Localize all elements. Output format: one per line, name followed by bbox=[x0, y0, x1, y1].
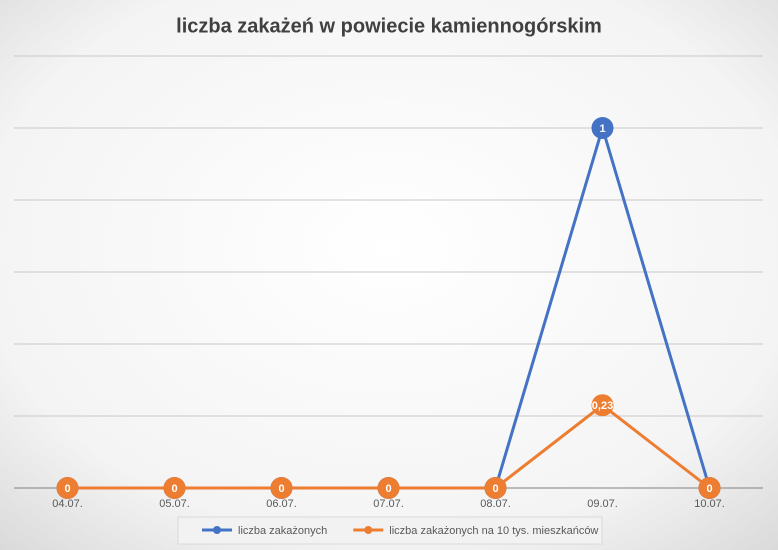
x-tick-label: 06.07. bbox=[266, 498, 297, 510]
data-label: 0,23 bbox=[592, 400, 613, 412]
legend-marker bbox=[213, 526, 221, 534]
x-tick-label: 08.07. bbox=[480, 498, 511, 510]
data-point bbox=[484, 477, 507, 499]
x-tick-label: 07.07. bbox=[373, 498, 404, 510]
data-point bbox=[163, 477, 186, 499]
legend-label: liczba zakażonych na 10 tys. mieszkańców bbox=[389, 525, 598, 537]
legend-label: liczba zakażonych bbox=[238, 525, 327, 537]
data-label: 0 bbox=[64, 483, 70, 495]
x-tick-label: 10.07. bbox=[694, 498, 725, 510]
data-point bbox=[591, 394, 614, 417]
x-tick-label: 04.07. bbox=[52, 498, 83, 510]
data-label: 0 bbox=[492, 483, 498, 495]
data-point bbox=[698, 477, 721, 499]
x-tick-label: 09.07. bbox=[587, 498, 618, 510]
data-point bbox=[591, 117, 614, 139]
data-label: 1 bbox=[599, 123, 605, 135]
data-point bbox=[56, 477, 79, 499]
data-point bbox=[377, 477, 400, 499]
data-label: 0 bbox=[385, 483, 391, 495]
data-point bbox=[270, 477, 293, 499]
legend: liczba zakażonych liczba zakażonych na 10… bbox=[177, 516, 603, 545]
data-label: 0 bbox=[278, 483, 284, 495]
data-label: 0 bbox=[171, 483, 177, 495]
chart-title: liczba zakażeń w powiecie kamiennogórski… bbox=[176, 15, 602, 37]
legend-marker bbox=[364, 526, 373, 534]
legend-box bbox=[177, 516, 603, 545]
data-label: 0 bbox=[706, 483, 712, 495]
x-tick-label: 05.07. bbox=[159, 498, 190, 510]
